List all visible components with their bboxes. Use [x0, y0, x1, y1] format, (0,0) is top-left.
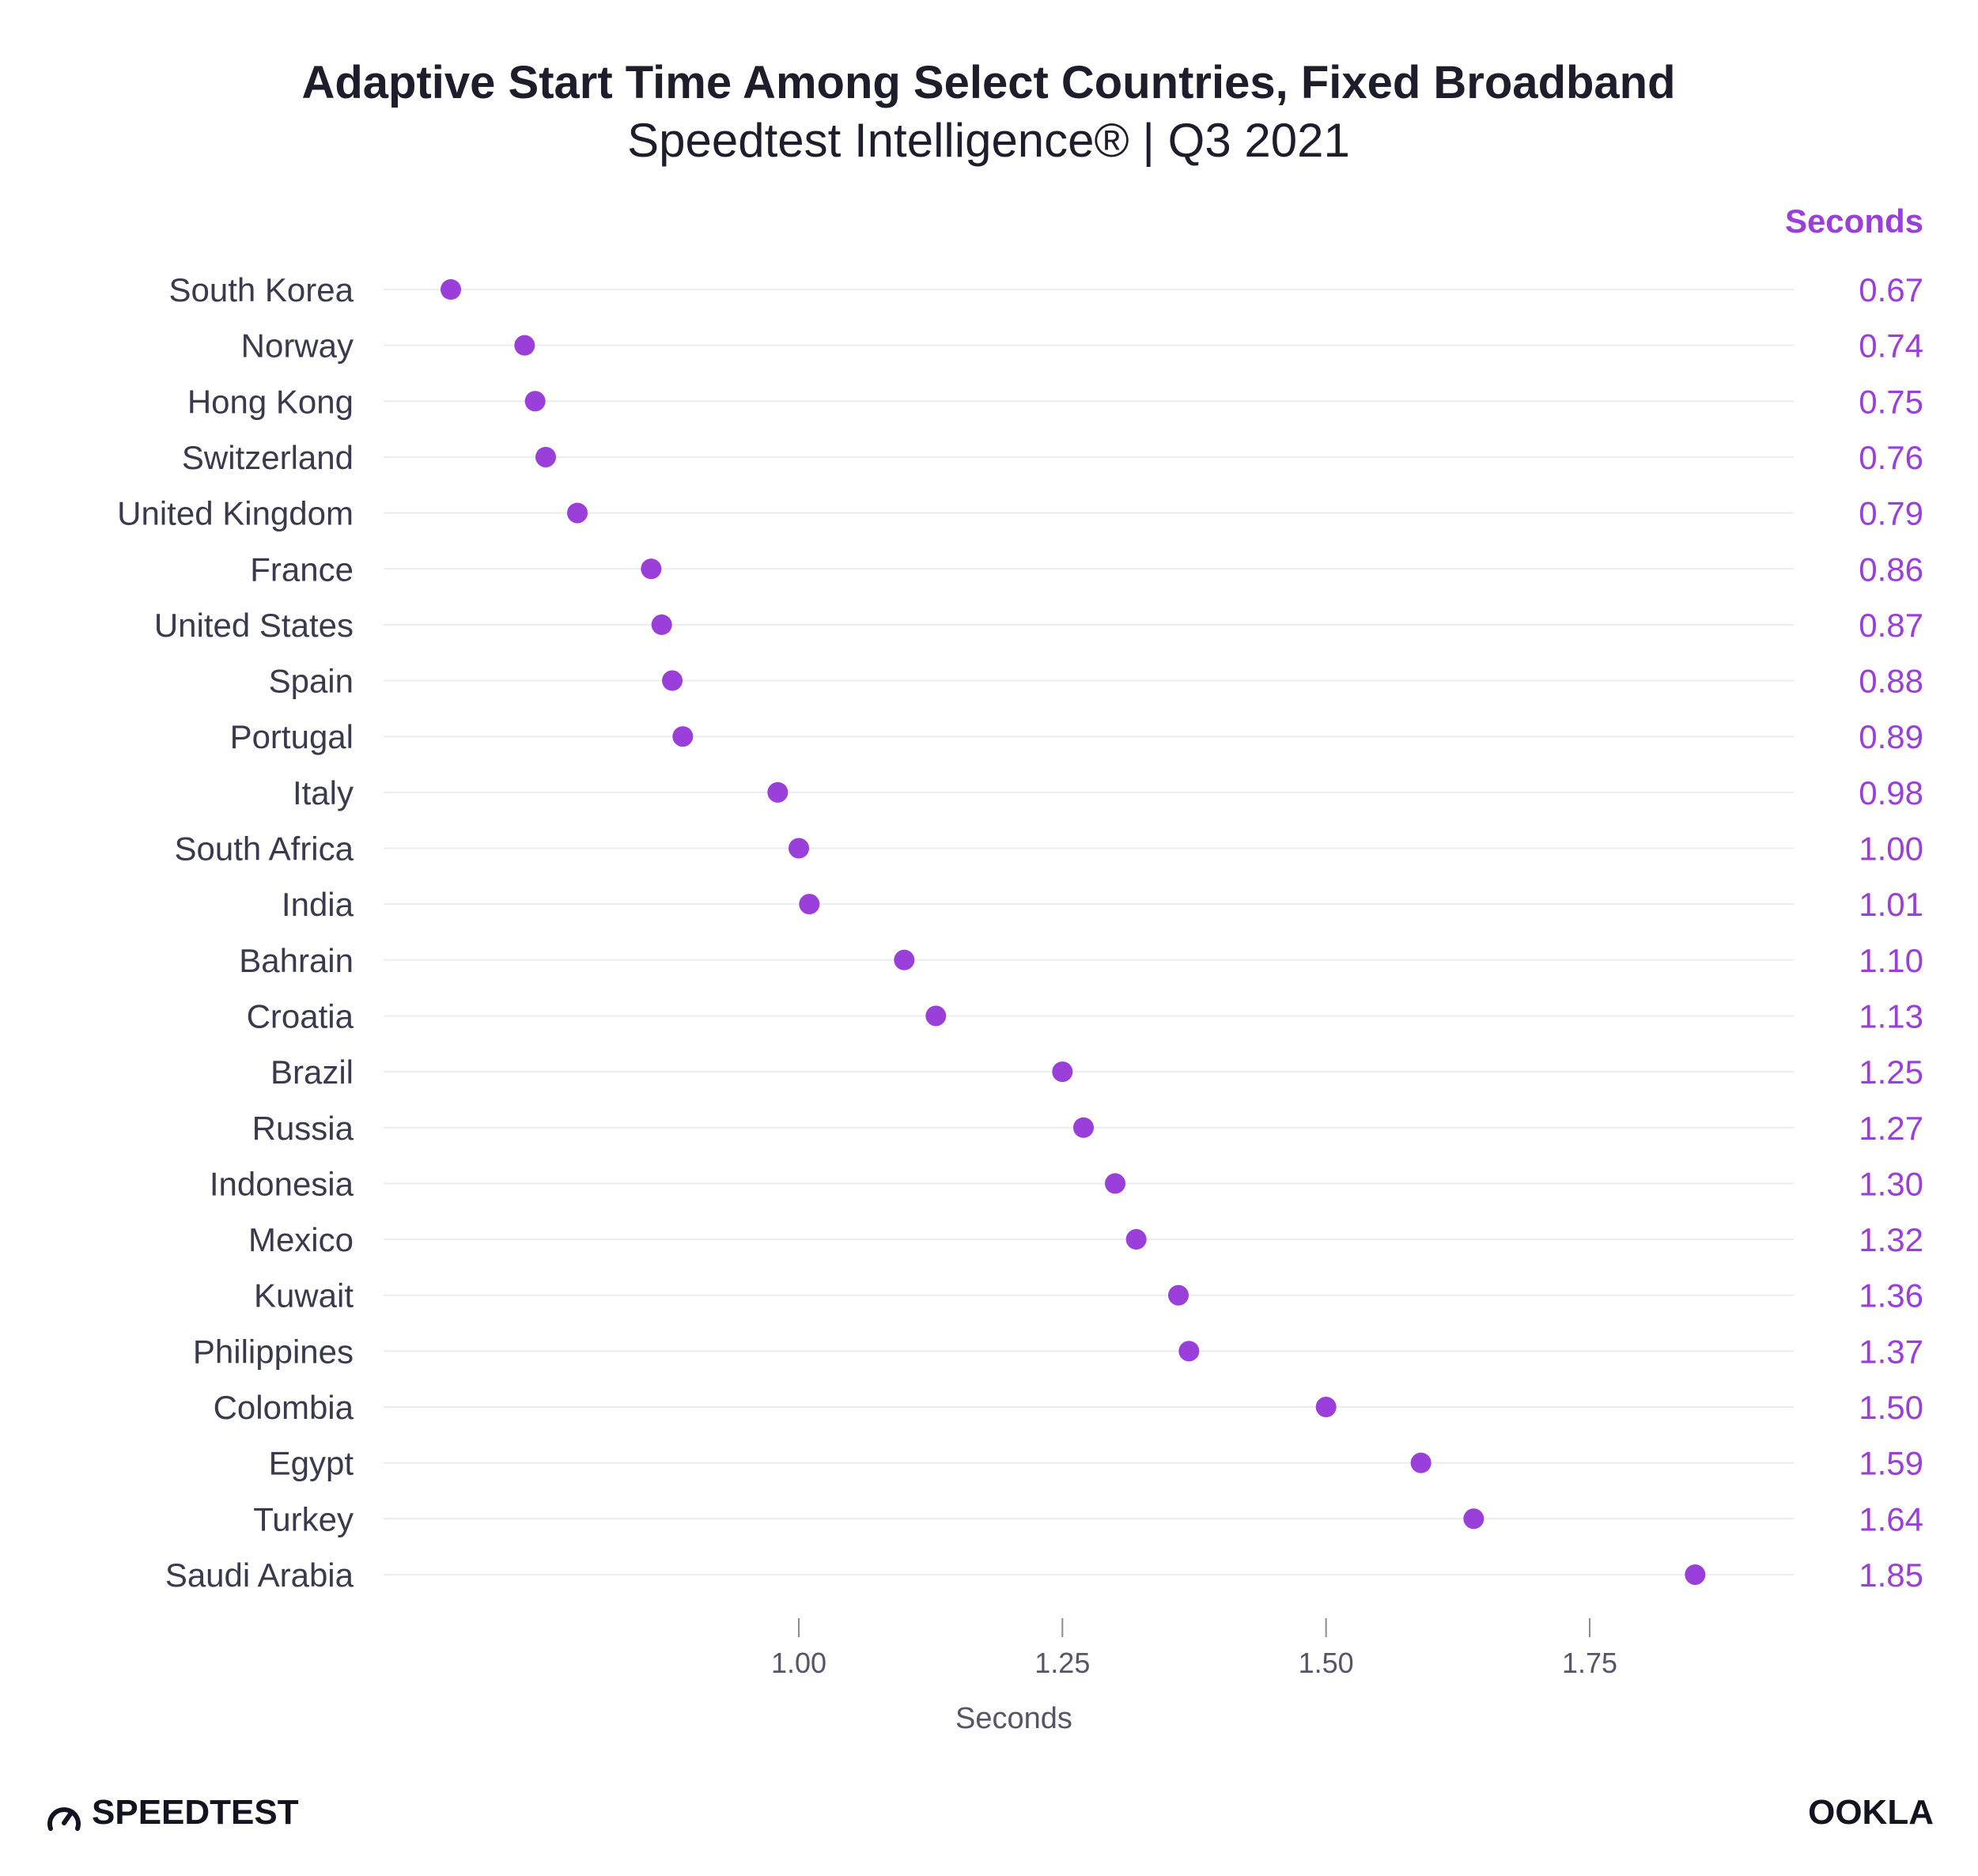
- value-label: 0.98: [1859, 774, 1923, 811]
- value-label: 1.37: [1859, 1333, 1923, 1370]
- data-point: [925, 1005, 947, 1027]
- category-label: Kuwait: [254, 1277, 354, 1314]
- data-point: [535, 446, 556, 467]
- category-label: Italy: [293, 774, 354, 811]
- category-label: Switzerland: [182, 439, 354, 476]
- category-label: Colombia: [214, 1389, 354, 1426]
- category-label: Croatia: [247, 997, 354, 1034]
- data-point: [767, 781, 789, 803]
- category-label: Hong Kong: [187, 383, 354, 420]
- value-label: 0.89: [1859, 718, 1923, 755]
- value-label: 0.75: [1859, 383, 1923, 420]
- data-point: [441, 279, 461, 300]
- data-point: [1315, 1397, 1337, 1417]
- category-label: Philippines: [193, 1333, 354, 1370]
- value-column-header: Seconds: [1785, 202, 1923, 240]
- category-label: Egypt: [269, 1445, 354, 1482]
- category-label: Russia: [252, 1110, 354, 1147]
- ookla-logo: OOKLA: [1808, 1793, 1934, 1832]
- speedtest-logo: SPEEDTEST: [47, 1793, 299, 1832]
- data-point: [1685, 1564, 1706, 1585]
- value-label: 1.50: [1859, 1389, 1923, 1426]
- x-tick-label: 1.75: [1562, 1647, 1617, 1679]
- category-label: Spain: [269, 663, 354, 700]
- rows: South Korea 0.67 Norway 0.74 Hong Kong 0.75 Sw…: [117, 271, 1923, 1594]
- data-point: [1178, 1341, 1200, 1362]
- value-label: 1.01: [1859, 886, 1923, 923]
- value-label: 1.64: [1859, 1500, 1923, 1537]
- value-label: 1.13: [1859, 997, 1923, 1034]
- data-point: [524, 391, 546, 412]
- value-label: 1.85: [1859, 1556, 1923, 1594]
- value-label: 0.74: [1859, 327, 1923, 365]
- data-point: [1073, 1117, 1094, 1138]
- value-label: 0.76: [1859, 439, 1923, 476]
- value-label: 0.87: [1859, 607, 1923, 644]
- x-axis: 1.00 1.25 1.50 1.75: [771, 1618, 1617, 1679]
- category-label: Bahrain: [239, 942, 354, 979]
- data-point: [894, 949, 915, 970]
- data-point: [1410, 1452, 1431, 1473]
- category-label: Indonesia: [210, 1165, 354, 1202]
- chart-subtitle: Speedtest Intelligence® | Q3 2021: [627, 114, 1350, 167]
- value-label: 1.59: [1859, 1445, 1923, 1482]
- category-label: South Korea: [168, 271, 354, 308]
- chart-title: Adaptive Start Time Among Select Countri…: [301, 57, 1675, 108]
- category-label: South Africa: [175, 830, 354, 868]
- data-point: [641, 558, 662, 580]
- category-label: Turkey: [253, 1500, 354, 1537]
- value-label: 1.00: [1859, 830, 1923, 868]
- x-tick-label: 1.00: [771, 1647, 826, 1679]
- category-label: Portugal: [230, 718, 354, 755]
- value-label: 1.10: [1859, 942, 1923, 979]
- category-label: Brazil: [270, 1053, 354, 1091]
- value-label: 1.25: [1859, 1053, 1923, 1091]
- x-tick-label: 1.25: [1034, 1647, 1090, 1679]
- data-point: [799, 894, 820, 915]
- speedometer-icon: [47, 1807, 81, 1831]
- x-axis-title: Seconds: [955, 1702, 1072, 1735]
- value-label: 1.32: [1859, 1221, 1923, 1258]
- x-tick-label: 1.50: [1299, 1647, 1354, 1679]
- data-point: [1105, 1173, 1125, 1194]
- category-label: India: [282, 886, 354, 923]
- data-point: [1463, 1508, 1484, 1530]
- value-label: 0.88: [1859, 663, 1923, 700]
- speedtest-logo-text: SPEEDTEST: [92, 1793, 299, 1832]
- value-label: 1.30: [1859, 1165, 1923, 1202]
- data-point: [672, 726, 694, 747]
- value-label: 0.79: [1859, 495, 1923, 532]
- data-point: [662, 670, 683, 691]
- data-point: [651, 614, 672, 635]
- value-label: 0.86: [1859, 550, 1923, 588]
- data-point: [1125, 1229, 1147, 1250]
- category-label: Mexico: [248, 1221, 354, 1258]
- value-label: 1.36: [1859, 1277, 1923, 1314]
- data-point: [1168, 1284, 1189, 1306]
- category-label: France: [250, 550, 354, 588]
- category-label: Saudi Arabia: [165, 1556, 354, 1594]
- value-label: 0.67: [1859, 271, 1923, 308]
- category-label: Norway: [241, 327, 354, 365]
- data-point: [1052, 1061, 1073, 1083]
- value-label: 1.27: [1859, 1110, 1923, 1147]
- data-point: [567, 502, 588, 524]
- gridlines: [384, 289, 1794, 1575]
- category-label: United Kingdom: [117, 495, 354, 532]
- data-point: [789, 838, 809, 859]
- data-point: [514, 335, 535, 356]
- category-label: United States: [154, 607, 354, 644]
